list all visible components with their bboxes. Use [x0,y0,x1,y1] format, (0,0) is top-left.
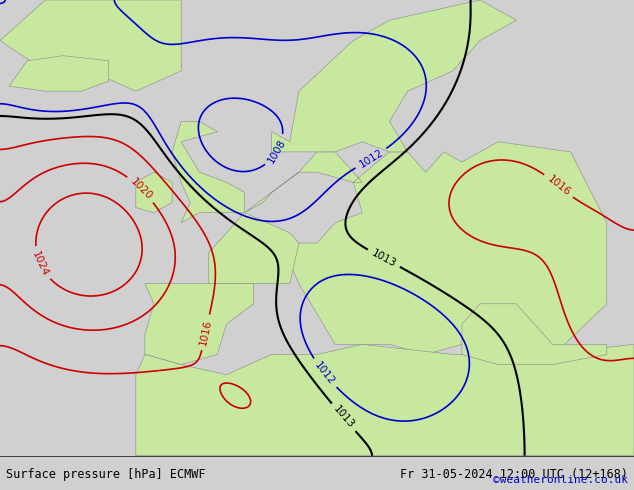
Polygon shape [272,0,516,152]
Text: Fr 31-05-2024 12:00 UTC (12+168): Fr 31-05-2024 12:00 UTC (12+168) [399,467,628,481]
Polygon shape [245,142,607,365]
Polygon shape [172,122,245,223]
Text: 1008: 1008 [266,137,288,165]
Polygon shape [0,0,181,91]
Text: Surface pressure [hPa] ECMWF: Surface pressure [hPa] ECMWF [6,467,206,481]
Text: 1024: 1024 [30,249,50,278]
Polygon shape [462,304,607,365]
Text: 1012: 1012 [357,147,385,170]
Text: 1012: 1012 [313,360,337,387]
Text: 1013: 1013 [331,404,356,431]
Text: ©weatheronline.co.uk: ©weatheronline.co.uk [493,475,628,485]
Text: 1016: 1016 [198,318,213,346]
Polygon shape [136,172,172,213]
Polygon shape [136,344,634,456]
Polygon shape [209,213,299,284]
Polygon shape [145,284,254,365]
Text: 1016: 1016 [545,174,572,198]
Text: 1020: 1020 [128,176,154,202]
Text: 1013: 1013 [370,247,398,269]
Polygon shape [9,56,108,91]
